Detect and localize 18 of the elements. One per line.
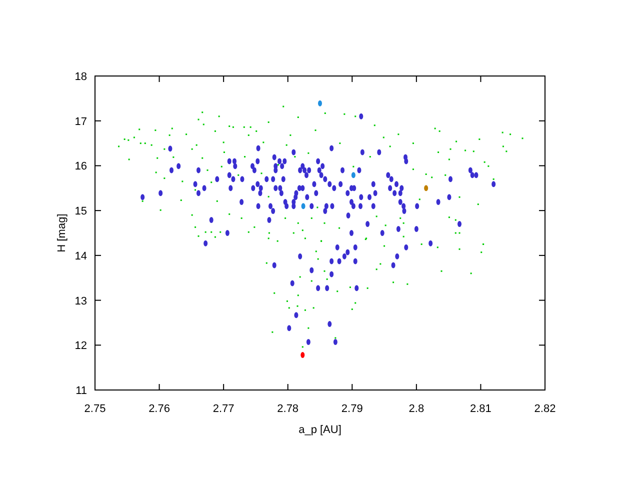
x-tick-label: 2.79	[341, 403, 363, 415]
x-axis-title: a_p [AU]	[298, 424, 342, 436]
y-tick-label: 13	[74, 295, 87, 308]
x-tick-label: 2.76	[148, 403, 170, 415]
x-tick-label: 2.82	[534, 403, 556, 415]
x-tick-label: 2.81	[470, 403, 492, 415]
y-axis-title: H [mag]	[56, 214, 68, 252]
y-tick-label: 16	[74, 160, 87, 173]
x-tick-label: 2.78	[277, 403, 299, 415]
y-tick-label: 17	[74, 116, 87, 128]
y-tick-label: 12	[74, 340, 87, 352]
y-tick-label: 15	[74, 206, 87, 218]
y-tick-label: 14	[74, 250, 87, 262]
x-tick-label: 2.75	[84, 403, 106, 415]
y-tick-label: 11	[76, 385, 87, 397]
x-tick-label: 2.77	[212, 403, 234, 415]
x-tick-label: 2.8	[408, 403, 424, 415]
y-tick-label: 18	[74, 71, 87, 83]
